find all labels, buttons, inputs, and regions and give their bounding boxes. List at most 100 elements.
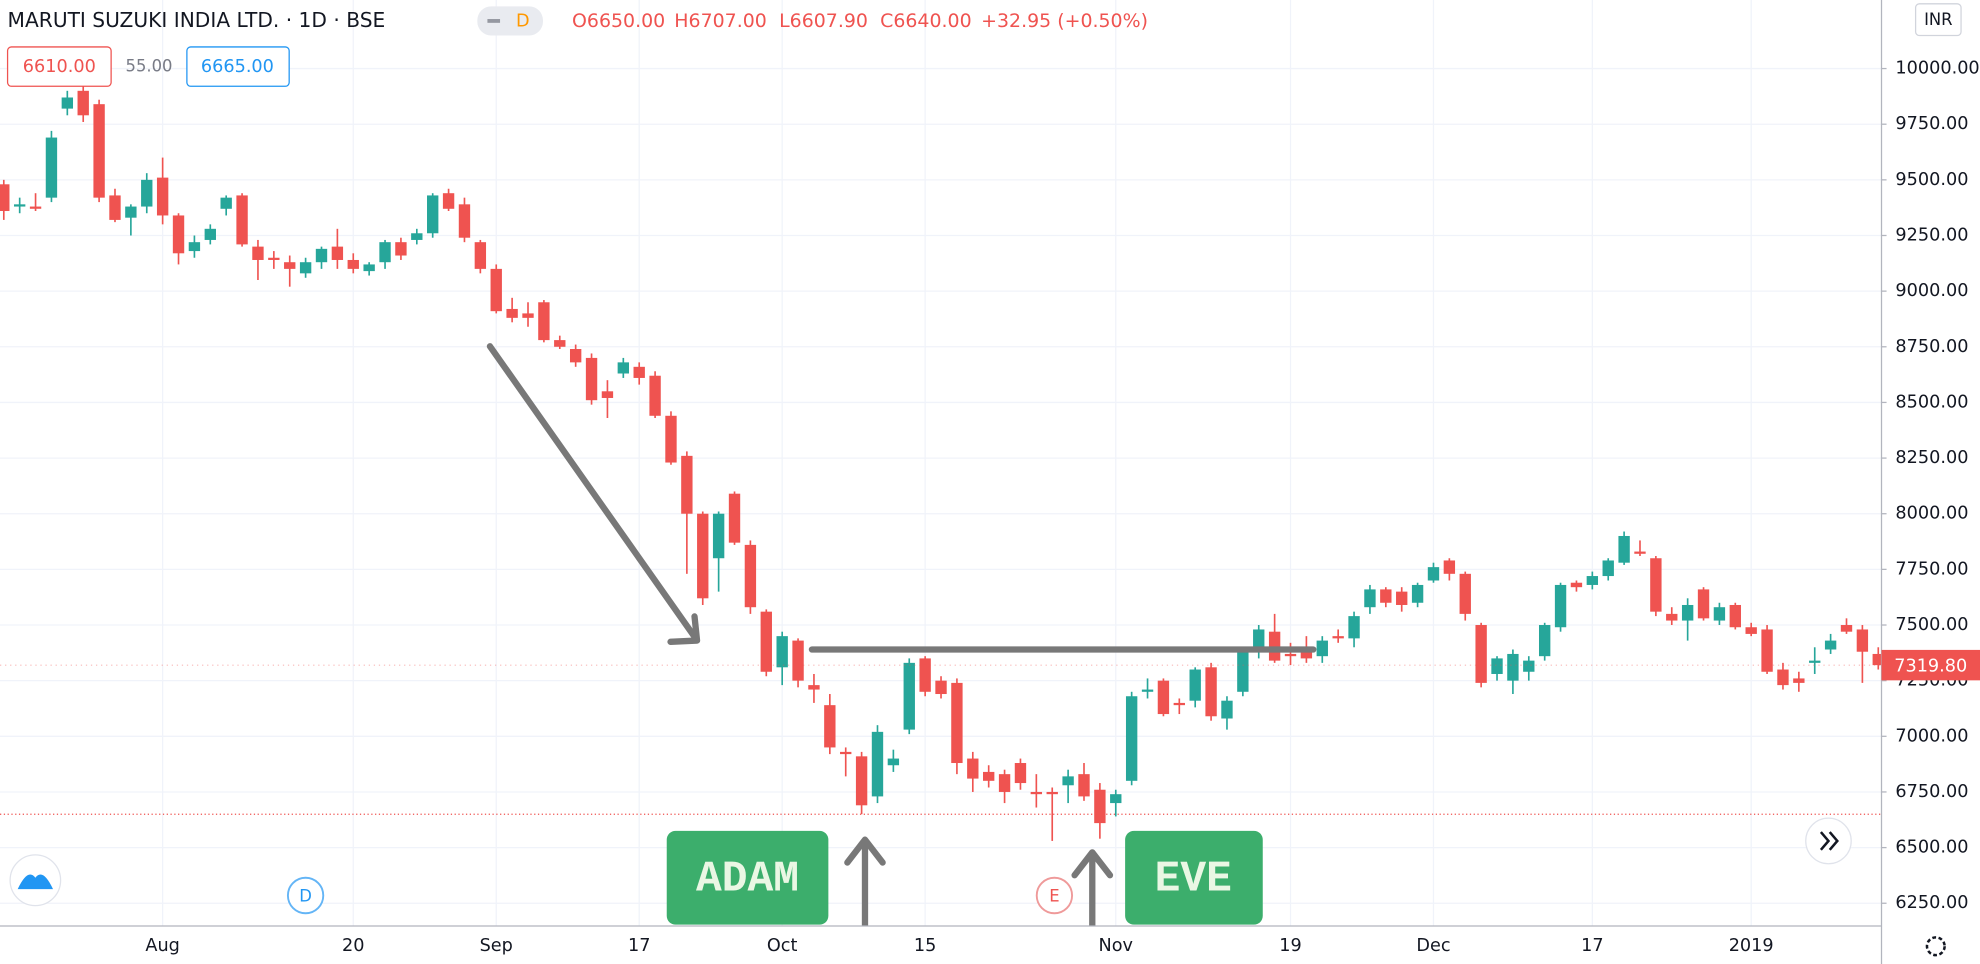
arrow-head	[844, 836, 886, 866]
candle-body	[458, 204, 471, 238]
interval-badge[interactable]	[477, 6, 543, 36]
candle-body	[1491, 658, 1503, 674]
x-tick-label: 2019	[1729, 936, 1774, 956]
eve-label: EVE	[1155, 854, 1232, 903]
candle-body	[1094, 789, 1106, 824]
candle-body	[1157, 680, 1170, 715]
candle-body	[983, 771, 995, 781]
candle-body	[649, 375, 661, 416]
candle-body	[490, 268, 502, 312]
candle-body	[1650, 558, 1662, 612]
currency-box[interactable]	[1914, 3, 1962, 37]
candle-body	[585, 357, 598, 401]
candle-body	[1078, 774, 1090, 797]
candle-body	[1459, 573, 1471, 614]
candle-body	[1173, 702, 1185, 706]
candle-body	[1411, 584, 1424, 603]
candle-body	[697, 513, 709, 599]
settings-icon[interactable]	[1925, 936, 1946, 957]
candle-body	[1729, 604, 1741, 628]
candle-body	[1824, 640, 1837, 650]
candle-body	[1618, 535, 1630, 563]
candle-body	[887, 758, 900, 766]
x-tick-label: Dec	[1416, 936, 1450, 956]
candle-body	[1316, 640, 1328, 657]
candle-body	[808, 685, 820, 690]
candle-body	[1872, 653, 1884, 666]
badge-dash	[487, 19, 501, 23]
candle-body	[903, 662, 915, 730]
candle-body	[1348, 616, 1360, 639]
candle-body	[951, 682, 963, 764]
candle-body	[506, 308, 518, 318]
candle-body	[1586, 576, 1599, 585]
dividend-marker[interactable]	[286, 876, 325, 915]
candle-body	[681, 455, 693, 514]
candle-body	[61, 97, 74, 109]
candle-body	[1523, 660, 1535, 672]
y-tick-label: 8000.00	[1895, 504, 1968, 524]
candle-body	[188, 242, 201, 252]
candle-body	[1666, 613, 1678, 621]
candle-body	[1125, 696, 1138, 781]
x-tick-label: 20	[342, 936, 364, 956]
ohlc-high: H6707.00	[674, 10, 767, 32]
candle-body	[1141, 689, 1154, 692]
candle-body	[1253, 629, 1265, 652]
candle-body	[1427, 567, 1440, 581]
axis-labels: 6250.006500.006750.007000.007250.007500.…	[145, 59, 1979, 957]
candle-body	[331, 246, 344, 260]
candle-body	[1046, 791, 1058, 795]
ohlc-change: +32.95 (+0.50%)	[981, 10, 1148, 32]
ohlc-open: O6650.00	[572, 10, 665, 32]
candle-body	[1681, 604, 1694, 621]
candle-body	[1856, 629, 1869, 652]
candle-body	[474, 242, 487, 269]
candle-body	[411, 233, 423, 240]
arrow-head	[1071, 849, 1114, 879]
spread: 55.00	[126, 57, 173, 76]
candle-body	[712, 513, 725, 559]
sell-box[interactable]	[6, 46, 112, 87]
y-tick-label: 6500.00	[1895, 838, 1968, 858]
candle-body	[1237, 651, 1249, 692]
candle-body	[0, 184, 10, 212]
candle-body	[315, 248, 328, 263]
candle-body	[1030, 791, 1043, 795]
candle-body	[379, 242, 391, 263]
candle-body	[284, 262, 296, 269]
candle-body	[268, 257, 280, 260]
grid	[0, 0, 1882, 926]
candle-body	[1364, 589, 1376, 608]
last-price-box	[1881, 649, 1980, 681]
earnings-marker[interactable]	[1035, 876, 1074, 915]
earnings-letter: E	[1049, 886, 1059, 905]
candle-body	[665, 415, 677, 463]
candle-body	[919, 658, 931, 692]
candle-body	[1284, 653, 1297, 657]
candle-body	[1713, 607, 1726, 621]
x-tick-label: Sep	[480, 936, 513, 956]
candle-body	[554, 340, 566, 347]
badge-letter: D	[516, 12, 530, 32]
candle-body	[1761, 629, 1773, 672]
candle-body	[1840, 625, 1853, 632]
y-tick-label: 6250.00	[1895, 893, 1968, 913]
candle-body	[935, 680, 947, 695]
candle-body	[13, 204, 26, 207]
candle-body	[617, 362, 630, 374]
y-tick-label: 7750.00	[1895, 559, 1968, 579]
candle-body	[442, 193, 455, 209]
candle-body	[1809, 660, 1821, 663]
candle-body	[45, 137, 58, 198]
x-tick-label: 15	[914, 936, 936, 956]
candle-body	[1634, 551, 1646, 554]
candle-body	[1380, 589, 1392, 603]
candle-body	[1697, 589, 1710, 619]
buy-box[interactable]	[186, 46, 290, 87]
candle-body	[744, 544, 757, 608]
time-axis	[0, 925, 1882, 964]
sell-price: 6610.00	[23, 57, 96, 77]
